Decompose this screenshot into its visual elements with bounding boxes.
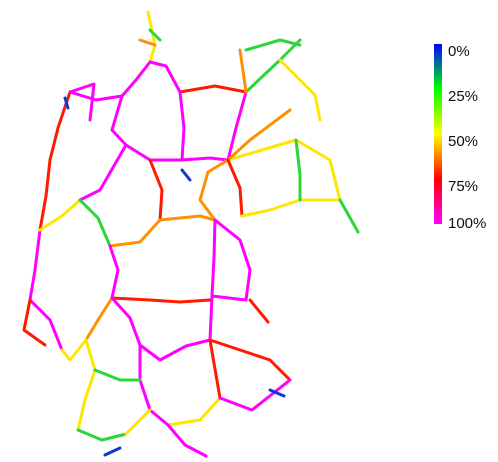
grid-line [158, 214, 217, 222]
grid-line [213, 218, 252, 272]
grid-line [22, 298, 47, 347]
legend-label-100: 100% [448, 215, 487, 232]
legend-label-75: 75% [448, 178, 479, 195]
grid-line [148, 158, 164, 222]
grid-line [226, 138, 342, 202]
grid-line [208, 294, 214, 342]
grid-line [294, 138, 302, 202]
grid-line [120, 60, 152, 98]
grid-line [108, 244, 120, 300]
grid-line [38, 158, 52, 232]
grid-line [138, 338, 212, 362]
power-grid-network-map [22, 10, 360, 458]
grid-line [198, 158, 230, 222]
grid-line [93, 368, 142, 382]
legend-label-25: 25% [448, 88, 479, 105]
grid-line [38, 198, 82, 232]
grid-line [103, 446, 122, 457]
grid-line [110, 296, 212, 304]
grid-line [166, 423, 208, 458]
grid-line [138, 38, 157, 47]
grid-line [238, 48, 248, 94]
grid-line [180, 168, 192, 182]
grid-line [208, 338, 222, 400]
grid-line [178, 84, 248, 94]
grid-line [84, 296, 114, 342]
grid-line [268, 388, 286, 398]
grid-line [68, 82, 96, 122]
grid-line [124, 408, 152, 436]
grid-line [68, 90, 124, 102]
legend-color-bar [434, 44, 442, 224]
grid-line [76, 338, 97, 432]
grid-line [226, 158, 244, 218]
legend-label-0: 0% [448, 43, 470, 60]
grid-line [60, 338, 88, 362]
grid-line [63, 96, 70, 110]
grid-line [124, 143, 230, 162]
grid-line [226, 108, 292, 162]
grid-line [210, 268, 252, 302]
grid-line [208, 338, 292, 382]
grid-line [110, 94, 128, 147]
grid-line [78, 143, 128, 202]
grid-line [338, 198, 360, 234]
grid-line [148, 28, 162, 42]
grid-line [248, 298, 270, 324]
grid-line [166, 396, 222, 427]
grid-line [226, 90, 248, 162]
legend: 0% 25% 50% 75% 100% [430, 44, 498, 234]
grid-line [28, 228, 42, 302]
grid-line [278, 58, 322, 122]
grid-line [178, 90, 186, 162]
legend-label-50: 50% [448, 133, 479, 150]
grid-line [28, 298, 64, 352]
grid-line [110, 296, 142, 347]
grid-line [138, 343, 170, 427]
grid-line [146, 10, 157, 64]
grid-line [78, 198, 112, 248]
grid-line [210, 218, 217, 298]
grid-line [148, 60, 182, 94]
grid-line [108, 218, 162, 248]
grid-line [244, 38, 302, 52]
grid-line [218, 378, 292, 412]
grid-line [240, 198, 342, 218]
grid-line [76, 428, 128, 442]
